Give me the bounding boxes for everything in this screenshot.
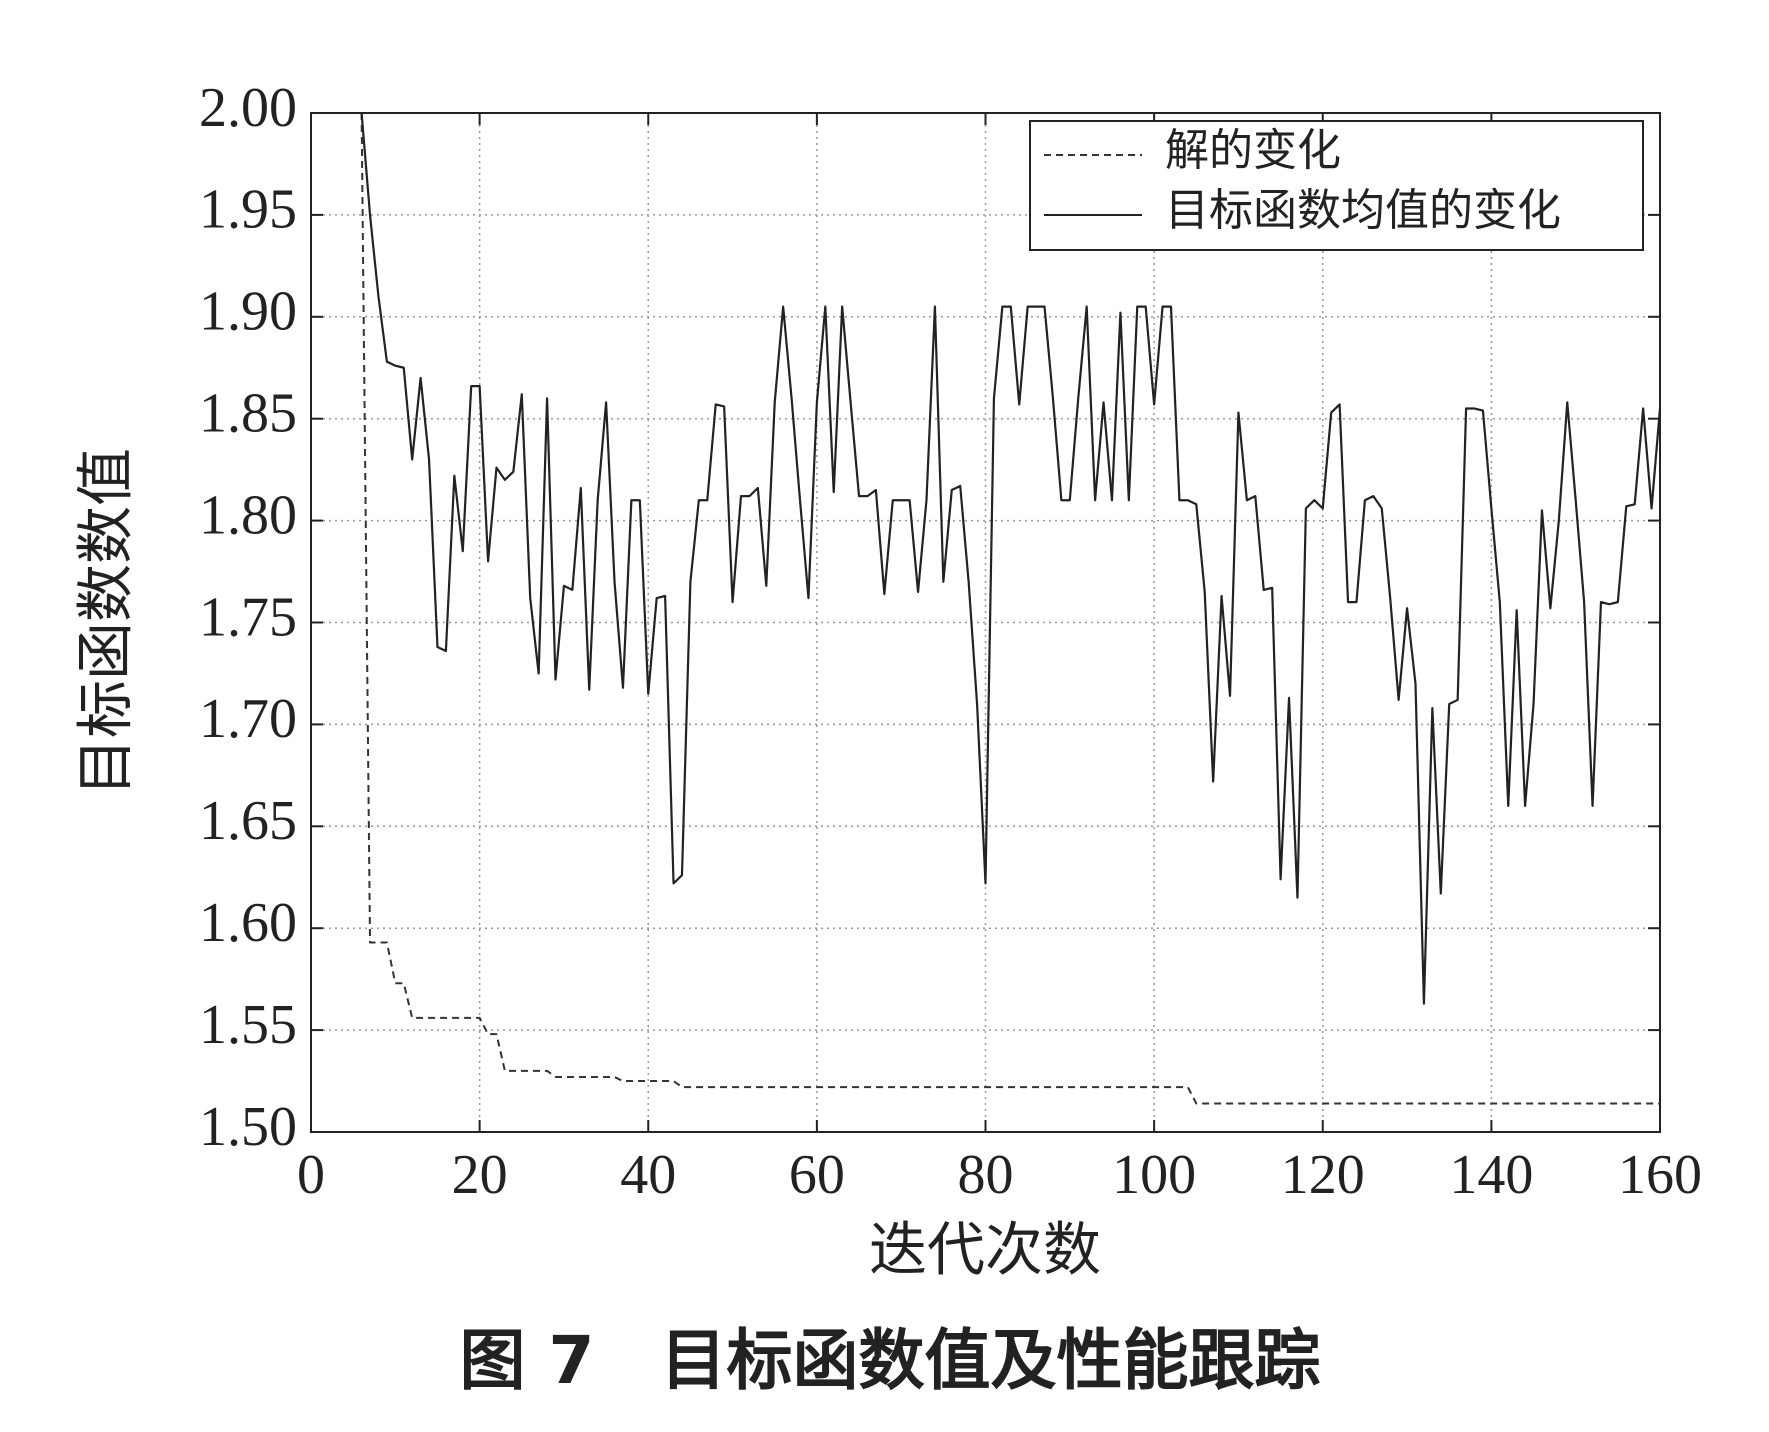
plot-frame	[310, 112, 1661, 1133]
y-tick-label: 1.80	[199, 484, 297, 546]
x-tick-label: 60	[789, 1144, 845, 1206]
legend-box	[1029, 120, 1644, 251]
x-tick-label: 0	[297, 1144, 325, 1206]
caption: 图 7 目标函数值及性能跟踪	[460, 1322, 1321, 1399]
x-tick-label: 160	[1618, 1144, 1702, 1206]
y-tick-label: 1.95	[199, 179, 297, 241]
y-tick-label: 1.75	[199, 586, 297, 648]
y-tick-label: 1.55	[199, 994, 297, 1056]
y-tick-label: 2.00	[199, 77, 297, 139]
line-series	[360, 112, 1660, 1105]
y-tick-label: 1.65	[199, 790, 297, 852]
x-tick-label: 120	[1281, 1144, 1365, 1206]
line-series	[360, 112, 1662, 1005]
y-tick-label: 1.70	[199, 688, 297, 750]
x-tick-label: 20	[452, 1144, 508, 1206]
x-tick-label: 140	[1449, 1144, 1533, 1206]
x-axis-label: 迭代次数	[869, 1217, 1101, 1282]
y-tick-label: 1.85	[199, 383, 297, 445]
legend-label: 解的变化	[1165, 126, 1341, 175]
y-tick-label: 1.60	[199, 892, 297, 954]
y-axis-label: 目标函数数值	[73, 448, 138, 796]
x-tick-label: 80	[958, 1144, 1014, 1206]
x-tick-label: 100	[1112, 1144, 1196, 1206]
y-tick-label: 1.50	[199, 1096, 297, 1158]
x-tick-label: 40	[620, 1144, 676, 1206]
legend-label: 目标函数均值的变化	[1165, 186, 1561, 235]
y-tick-label: 1.90	[199, 281, 297, 343]
